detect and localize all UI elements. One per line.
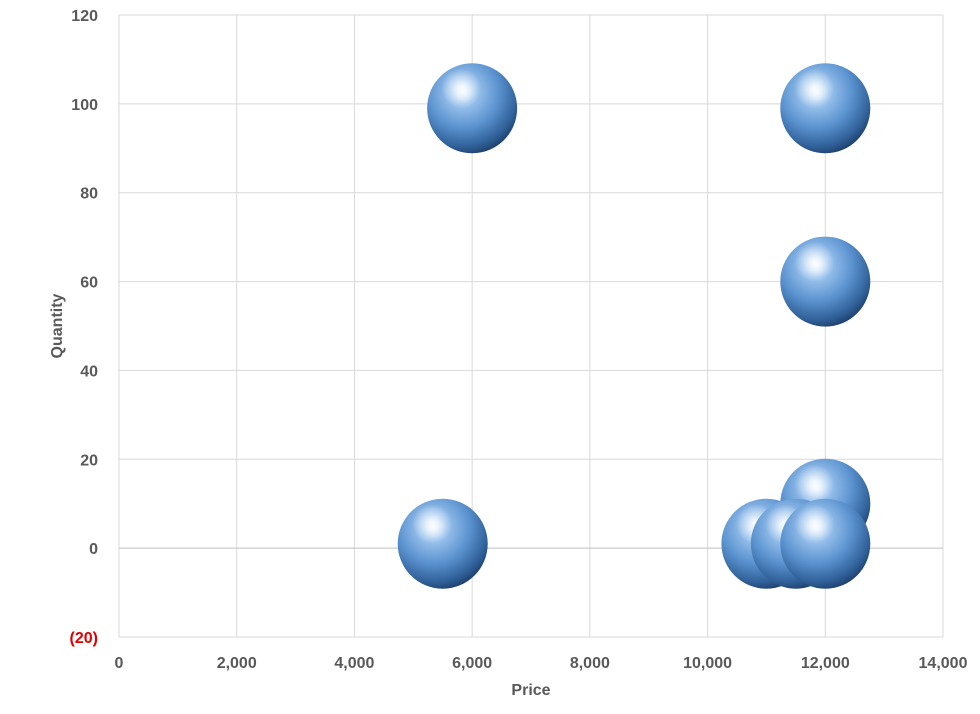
bubble-series <box>397 63 871 589</box>
y-axis-tick-labels: 120 100 80 60 40 20 0 (20) <box>70 8 99 647</box>
bubble-point <box>780 63 871 154</box>
y-tick-label: 40 <box>80 363 98 380</box>
x-tick-label: 14,000 <box>919 655 968 672</box>
x-tick-label: 8,000 <box>570 655 610 672</box>
x-tick-label: 2,000 <box>217 655 257 672</box>
y-tick-label: 60 <box>80 275 98 292</box>
y-tick-label: 0 <box>89 541 98 558</box>
bubble-point <box>780 236 871 327</box>
y-tick-label: (20) <box>70 630 98 647</box>
x-tick-label: 12,000 <box>801 655 850 672</box>
x-axis-tick-labels: 0 2,000 4,000 6,000 8,000 10,000 12,000 14,000 <box>115 655 968 672</box>
y-tick-label: 120 <box>71 8 98 25</box>
x-tick-label: 4,000 <box>334 655 374 672</box>
bubble-point <box>397 498 488 589</box>
x-axis-title: Price <box>511 682 550 699</box>
bubble-point <box>427 63 518 154</box>
plot-area: 0 2,000 4,000 6,000 8,000 10,000 12,000 14,000 … <box>70 8 968 672</box>
y-tick-label: 20 <box>80 452 98 469</box>
x-tick-label: 10,000 <box>683 655 732 672</box>
bubble-point <box>780 498 871 589</box>
x-tick-label: 0 <box>115 655 124 672</box>
x-tick-label: 6,000 <box>452 655 492 672</box>
gridlines <box>118 14 944 638</box>
y-tick-label: 100 <box>71 97 98 114</box>
y-axis-title: Quantity <box>49 293 66 358</box>
y-tick-label: 80 <box>80 186 98 203</box>
